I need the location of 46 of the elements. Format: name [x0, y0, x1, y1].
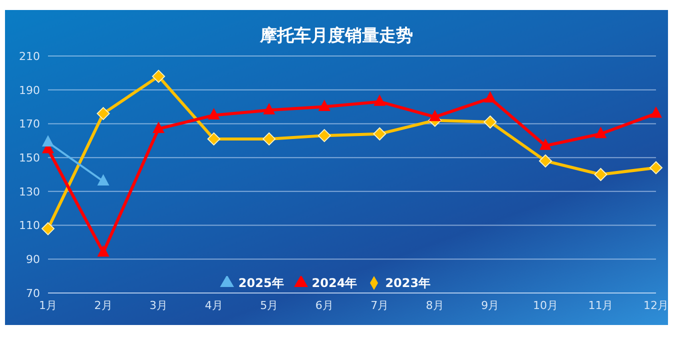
point: [262, 132, 276, 146]
point: [484, 116, 497, 129]
x-tick-label: 9月: [481, 298, 500, 312]
point: [650, 161, 662, 174]
x-tick-label: 6月: [315, 298, 334, 312]
y-tick-label: 170: [19, 118, 40, 131]
x-tick-label: 2月: [94, 298, 112, 312]
legend-label: 2023年: [385, 276, 431, 290]
y-tick-label: 110: [19, 219, 40, 232]
point: [152, 70, 166, 83]
x-tick-label: 1月: [39, 298, 57, 312]
x-tick-label: 8月: [426, 298, 444, 312]
x-tick-label: 11月: [588, 298, 614, 312]
point: [207, 132, 220, 146]
point: [538, 154, 552, 168]
y-tick-label: 210: [19, 50, 40, 63]
point: [263, 102, 276, 114]
point: [594, 126, 607, 138]
point: [42, 222, 54, 236]
point: [373, 127, 386, 140]
point: [318, 100, 330, 111]
y-tick-label: 90: [26, 253, 40, 266]
x-tick-label: 5月: [260, 298, 278, 312]
x-tick-label: 12月: [644, 298, 668, 312]
point: [539, 138, 552, 150]
legend-label: 2024年: [312, 276, 358, 290]
point: [374, 94, 386, 106]
point: [97, 245, 110, 257]
point: [318, 129, 331, 142]
point: [152, 122, 165, 133]
y-tick-label: 190: [19, 84, 40, 97]
legend-label: 2025年: [238, 276, 284, 290]
chart-title: 摩托车月度销量走势: [259, 25, 414, 47]
point: [484, 91, 496, 103]
y-tick-label: 150: [19, 151, 40, 164]
point: [650, 106, 662, 118]
y-tick-label: 130: [19, 185, 40, 198]
x-tick-label: 4月: [204, 298, 223, 312]
x-tick-label: 10月: [532, 298, 558, 312]
point: [208, 108, 220, 120]
x-tick-label: 3月: [150, 298, 168, 312]
point: [96, 107, 110, 120]
point: [594, 168, 608, 181]
point: [428, 110, 441, 122]
y-tick-label: 70: [26, 286, 40, 300]
x-tick-label: 7月: [370, 298, 389, 312]
